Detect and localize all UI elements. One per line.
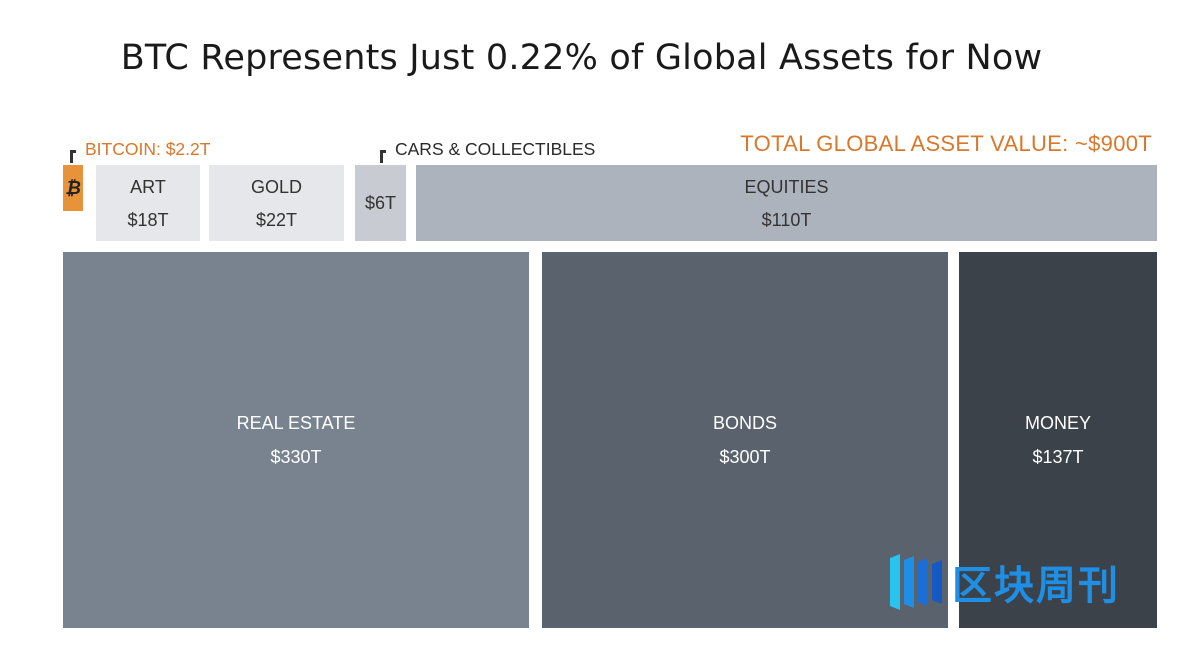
tile-real-estate-label: REAL ESTATE bbox=[236, 413, 356, 433]
tile-equities-label: EQUITIES bbox=[744, 176, 829, 197]
bitcoin-callout-label: BITCOIN: $2.2T bbox=[85, 139, 211, 159]
tile-real-estate-value: $330T bbox=[270, 447, 322, 467]
tile-gold: GOLD $22T bbox=[209, 165, 344, 241]
tile-real-estate: REAL ESTATE $330T bbox=[63, 252, 529, 628]
bitcoin-icon: ₿ bbox=[65, 177, 81, 199]
tile-equities-value: $110T bbox=[761, 209, 812, 230]
bitcoin-block: ₿ bbox=[63, 165, 83, 211]
tile-bonds-value: $300T bbox=[719, 447, 771, 467]
tile-cars: $6T bbox=[355, 165, 406, 241]
tile-money-value: $137T bbox=[1032, 447, 1084, 467]
cars-callout-label: CARS & COLLECTIBLES bbox=[395, 139, 596, 159]
tile-bonds: BONDS $300T bbox=[542, 252, 948, 628]
chart-title: BTC Represents Just 0.22% of Global Asse… bbox=[120, 38, 1043, 78]
tile-art-value: $18T bbox=[127, 209, 169, 230]
tile-bonds-label: BONDS bbox=[712, 413, 777, 433]
total-asset-value-label: TOTAL GLOBAL ASSET VALUE: ~$900T bbox=[740, 131, 1152, 156]
tile-gold-label: GOLD bbox=[250, 176, 302, 197]
cars-callout-bracket bbox=[380, 150, 386, 163]
tile-gold-value: $22T bbox=[255, 209, 298, 230]
watermark-logo-icon bbox=[890, 554, 942, 610]
tile-equities: EQUITIES $110T bbox=[416, 165, 1157, 241]
tile-money-label: MONEY bbox=[1024, 413, 1091, 433]
watermark: 区块周刊 bbox=[888, 552, 1120, 612]
tile-art: ART $18T bbox=[96, 165, 200, 241]
tile-art-label: ART bbox=[130, 176, 166, 197]
tile-cars-value: $6T bbox=[364, 193, 397, 213]
bitcoin-callout-bracket bbox=[70, 150, 76, 163]
tile-money: MONEY $137T bbox=[959, 252, 1157, 628]
watermark-text: 区块周刊 bbox=[952, 563, 1120, 609]
